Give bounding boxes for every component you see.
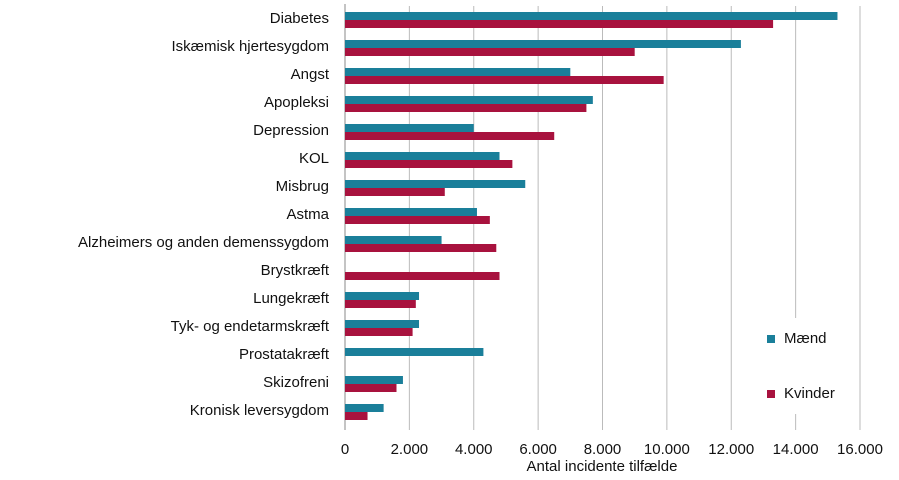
legend-swatch <box>767 335 775 343</box>
bar <box>345 216 490 224</box>
bar <box>345 48 635 56</box>
x-tick-label: 10.000 <box>644 441 690 458</box>
bar <box>345 376 403 384</box>
legend-label: Mænd <box>784 330 827 347</box>
legend-box <box>760 318 859 414</box>
x-axis-label: Antal incidente tilfælde <box>527 458 678 475</box>
y-tick-label: Misbrug <box>276 178 329 195</box>
legend-swatch <box>767 390 775 398</box>
x-tick-label: 16.000 <box>837 441 883 458</box>
y-tick-label: Depression <box>253 122 329 139</box>
bar <box>345 132 555 140</box>
y-tick-label: Alzheimers og anden demenssygdom <box>78 234 329 251</box>
x-tick-label: 2.000 <box>391 441 429 458</box>
bar <box>345 180 526 188</box>
legend-label: Kvinder <box>784 385 835 402</box>
bar <box>345 104 587 112</box>
x-tick-label: 0 <box>341 441 349 458</box>
bar <box>345 300 416 308</box>
bar <box>345 160 513 168</box>
y-tick-label: Apopleksi <box>264 94 329 111</box>
x-tick-label: 8.000 <box>584 441 622 458</box>
bar <box>345 412 368 420</box>
x-tick-label: 12.000 <box>708 441 754 458</box>
bar <box>345 20 774 28</box>
bar <box>345 40 741 48</box>
y-tick-label: Skizofreni <box>263 374 329 391</box>
y-tick-label: Brystkræft <box>261 262 330 279</box>
y-tick-label: Tyk- og endetarmskræft <box>171 318 330 335</box>
bar <box>345 272 500 280</box>
x-tick-label: 6.000 <box>519 441 557 458</box>
bar <box>345 76 664 84</box>
y-tick-label: Iskæmisk hjertesygdom <box>171 38 329 55</box>
bar <box>345 328 413 336</box>
bar <box>345 152 500 160</box>
y-tick-label: Lungekræft <box>253 290 330 307</box>
y-tick-label: KOL <box>299 150 329 167</box>
bar <box>345 12 838 20</box>
x-tick-label: 4.000 <box>455 441 493 458</box>
bar <box>345 236 442 244</box>
bar <box>345 68 571 76</box>
bar <box>345 244 497 252</box>
bar <box>345 384 397 392</box>
y-tick-label: Prostatakræft <box>239 346 330 363</box>
bar <box>345 208 477 216</box>
y-tick-label: Diabetes <box>270 10 329 27</box>
bar <box>345 124 474 132</box>
bar <box>345 348 484 356</box>
bar <box>345 292 420 300</box>
bar <box>345 96 593 104</box>
bar <box>345 320 420 328</box>
y-tick-label: Kronisk leversygdom <box>190 402 329 419</box>
y-tick-label: Astma <box>286 206 329 223</box>
bar <box>345 404 384 412</box>
y-tick-label: Angst <box>291 66 330 83</box>
bar <box>345 188 445 196</box>
x-tick-label: 14.000 <box>773 441 819 458</box>
